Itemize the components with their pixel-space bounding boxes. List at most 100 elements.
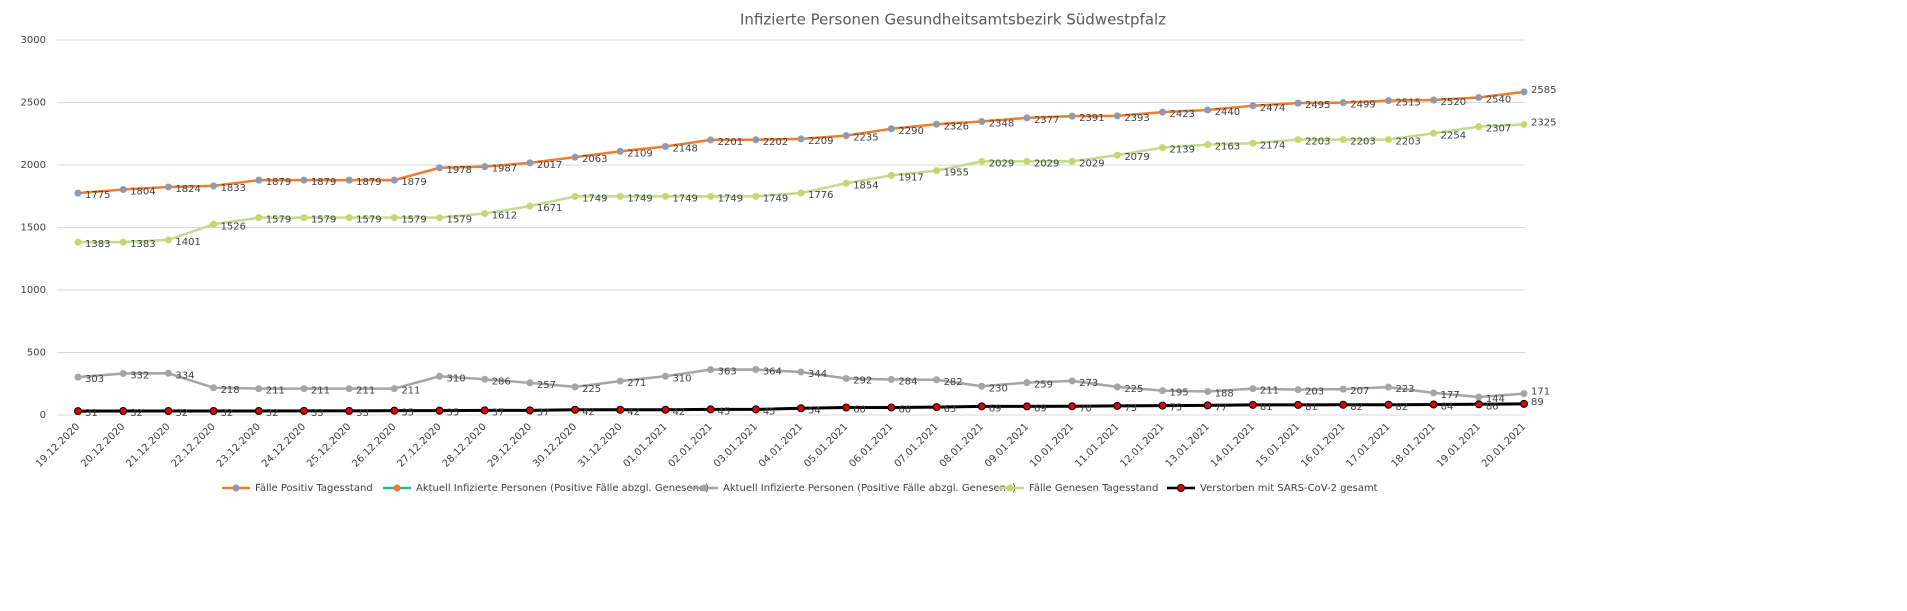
- data-point: [1113, 151, 1121, 159]
- data-point: [1520, 390, 1528, 398]
- data-label: 2540: [1486, 95, 1511, 106]
- data-label: 2520: [1441, 97, 1466, 108]
- data-point: [1429, 400, 1438, 409]
- data-label: 195: [1170, 388, 1189, 399]
- data-label: 2139: [1170, 145, 1195, 156]
- data-label: 1824: [175, 184, 200, 195]
- data-label: 2515: [1395, 98, 1420, 109]
- data-label: 1579: [356, 215, 381, 226]
- data-point: [616, 147, 624, 155]
- data-point: [933, 376, 941, 384]
- data-label: 35: [401, 408, 414, 419]
- data-point: [255, 385, 263, 393]
- data-label: 2174: [1260, 140, 1285, 151]
- data-label: 230: [989, 383, 1008, 394]
- data-label: 60: [853, 405, 866, 416]
- y-tick-label: 500: [27, 348, 46, 359]
- data-label: 1383: [85, 239, 110, 250]
- data-label: 257: [537, 380, 556, 391]
- data-point: [1068, 377, 1076, 385]
- data-point: [300, 385, 308, 393]
- data-label: 81: [1305, 402, 1318, 413]
- data-label: 82: [1350, 402, 1363, 413]
- data-label: 364: [763, 367, 782, 378]
- data-point: [481, 163, 489, 171]
- data-label: 45: [718, 406, 731, 417]
- legend-label: Aktuell Infizierte Personen (Positive Fä…: [723, 483, 1016, 494]
- data-point: [797, 135, 805, 143]
- data-label: 2079: [1124, 152, 1149, 163]
- data-label: 31: [85, 408, 98, 419]
- data-point: [1384, 400, 1393, 409]
- data-label: 1879: [266, 177, 291, 188]
- data-label: 1879: [311, 177, 336, 188]
- data-label: 310: [672, 373, 691, 384]
- data-label: 1833: [221, 183, 246, 194]
- legend-label: Fälle Positiv Tagesstand: [255, 483, 373, 494]
- data-label: 37: [492, 407, 505, 418]
- data-point: [481, 375, 489, 383]
- data-label: 2203: [1395, 137, 1420, 148]
- data-point: [887, 171, 895, 179]
- legend-label: Fälle Genesen Tagesstand: [1029, 483, 1158, 494]
- data-point: [1068, 402, 1077, 411]
- data-label: 75: [1170, 403, 1183, 414]
- legend-label: Aktuell Infizierte Personen (Positive Fä…: [416, 483, 709, 494]
- data-point: [661, 192, 669, 200]
- data-label: 2423: [1170, 109, 1195, 120]
- data-point: [164, 236, 172, 244]
- data-point: [164, 407, 173, 415]
- data-point: [887, 376, 895, 383]
- data-label: 2585: [1531, 85, 1556, 96]
- data-label: 2290: [898, 126, 923, 137]
- data-label: 2148: [672, 144, 697, 155]
- data-label: 144: [1486, 394, 1505, 405]
- data-point: [1249, 139, 1257, 147]
- data-label: 211: [266, 386, 285, 397]
- data-point: [1294, 136, 1302, 144]
- data-label: 2393: [1124, 113, 1149, 124]
- data-label: 171: [1531, 387, 1550, 398]
- legend-marker: [1177, 484, 1185, 492]
- data-label: 2029: [1079, 158, 1104, 169]
- data-label: 2307: [1486, 124, 1511, 135]
- data-point: [345, 176, 353, 184]
- data-point: [74, 373, 82, 381]
- data-point: [1204, 141, 1212, 149]
- data-point: [661, 405, 670, 414]
- data-point: [707, 136, 715, 144]
- data-label: 259: [1034, 380, 1053, 391]
- data-label: 33: [356, 408, 369, 419]
- data-point: [978, 382, 986, 390]
- data-point: [1159, 108, 1166, 116]
- data-point: [1384, 136, 1392, 144]
- legend-item: Verstorben mit SARS-CoV-2 gesamt: [1167, 483, 1378, 494]
- data-point: [571, 153, 579, 161]
- data-point: [1203, 401, 1212, 410]
- data-point: [1475, 393, 1483, 401]
- data-point: [164, 369, 172, 377]
- data-label: 2163: [1215, 142, 1240, 153]
- data-label: 1804: [130, 187, 155, 198]
- data-point: [1430, 96, 1438, 104]
- data-label: 73: [1124, 403, 1137, 414]
- data-label: 37: [537, 407, 550, 418]
- data-label: 2029: [989, 158, 1014, 169]
- data-label: 63: [944, 404, 957, 415]
- data-label: 292: [853, 376, 872, 387]
- data-point: [707, 192, 715, 200]
- data-label: 2326: [944, 121, 969, 132]
- data-point: [481, 210, 489, 217]
- data-label: 223: [1395, 384, 1414, 395]
- data-point: [1113, 383, 1121, 391]
- data-label: 69: [989, 403, 1002, 414]
- data-label: 218: [221, 385, 240, 396]
- data-label: 2254: [1441, 130, 1466, 141]
- data-label: 203: [1305, 387, 1324, 398]
- data-label: 211: [401, 386, 420, 397]
- data-point: [1384, 383, 1392, 391]
- data-point: [978, 118, 986, 125]
- data-point: [1159, 387, 1166, 395]
- data-label: 42: [672, 407, 685, 418]
- data-label: 42: [582, 407, 595, 418]
